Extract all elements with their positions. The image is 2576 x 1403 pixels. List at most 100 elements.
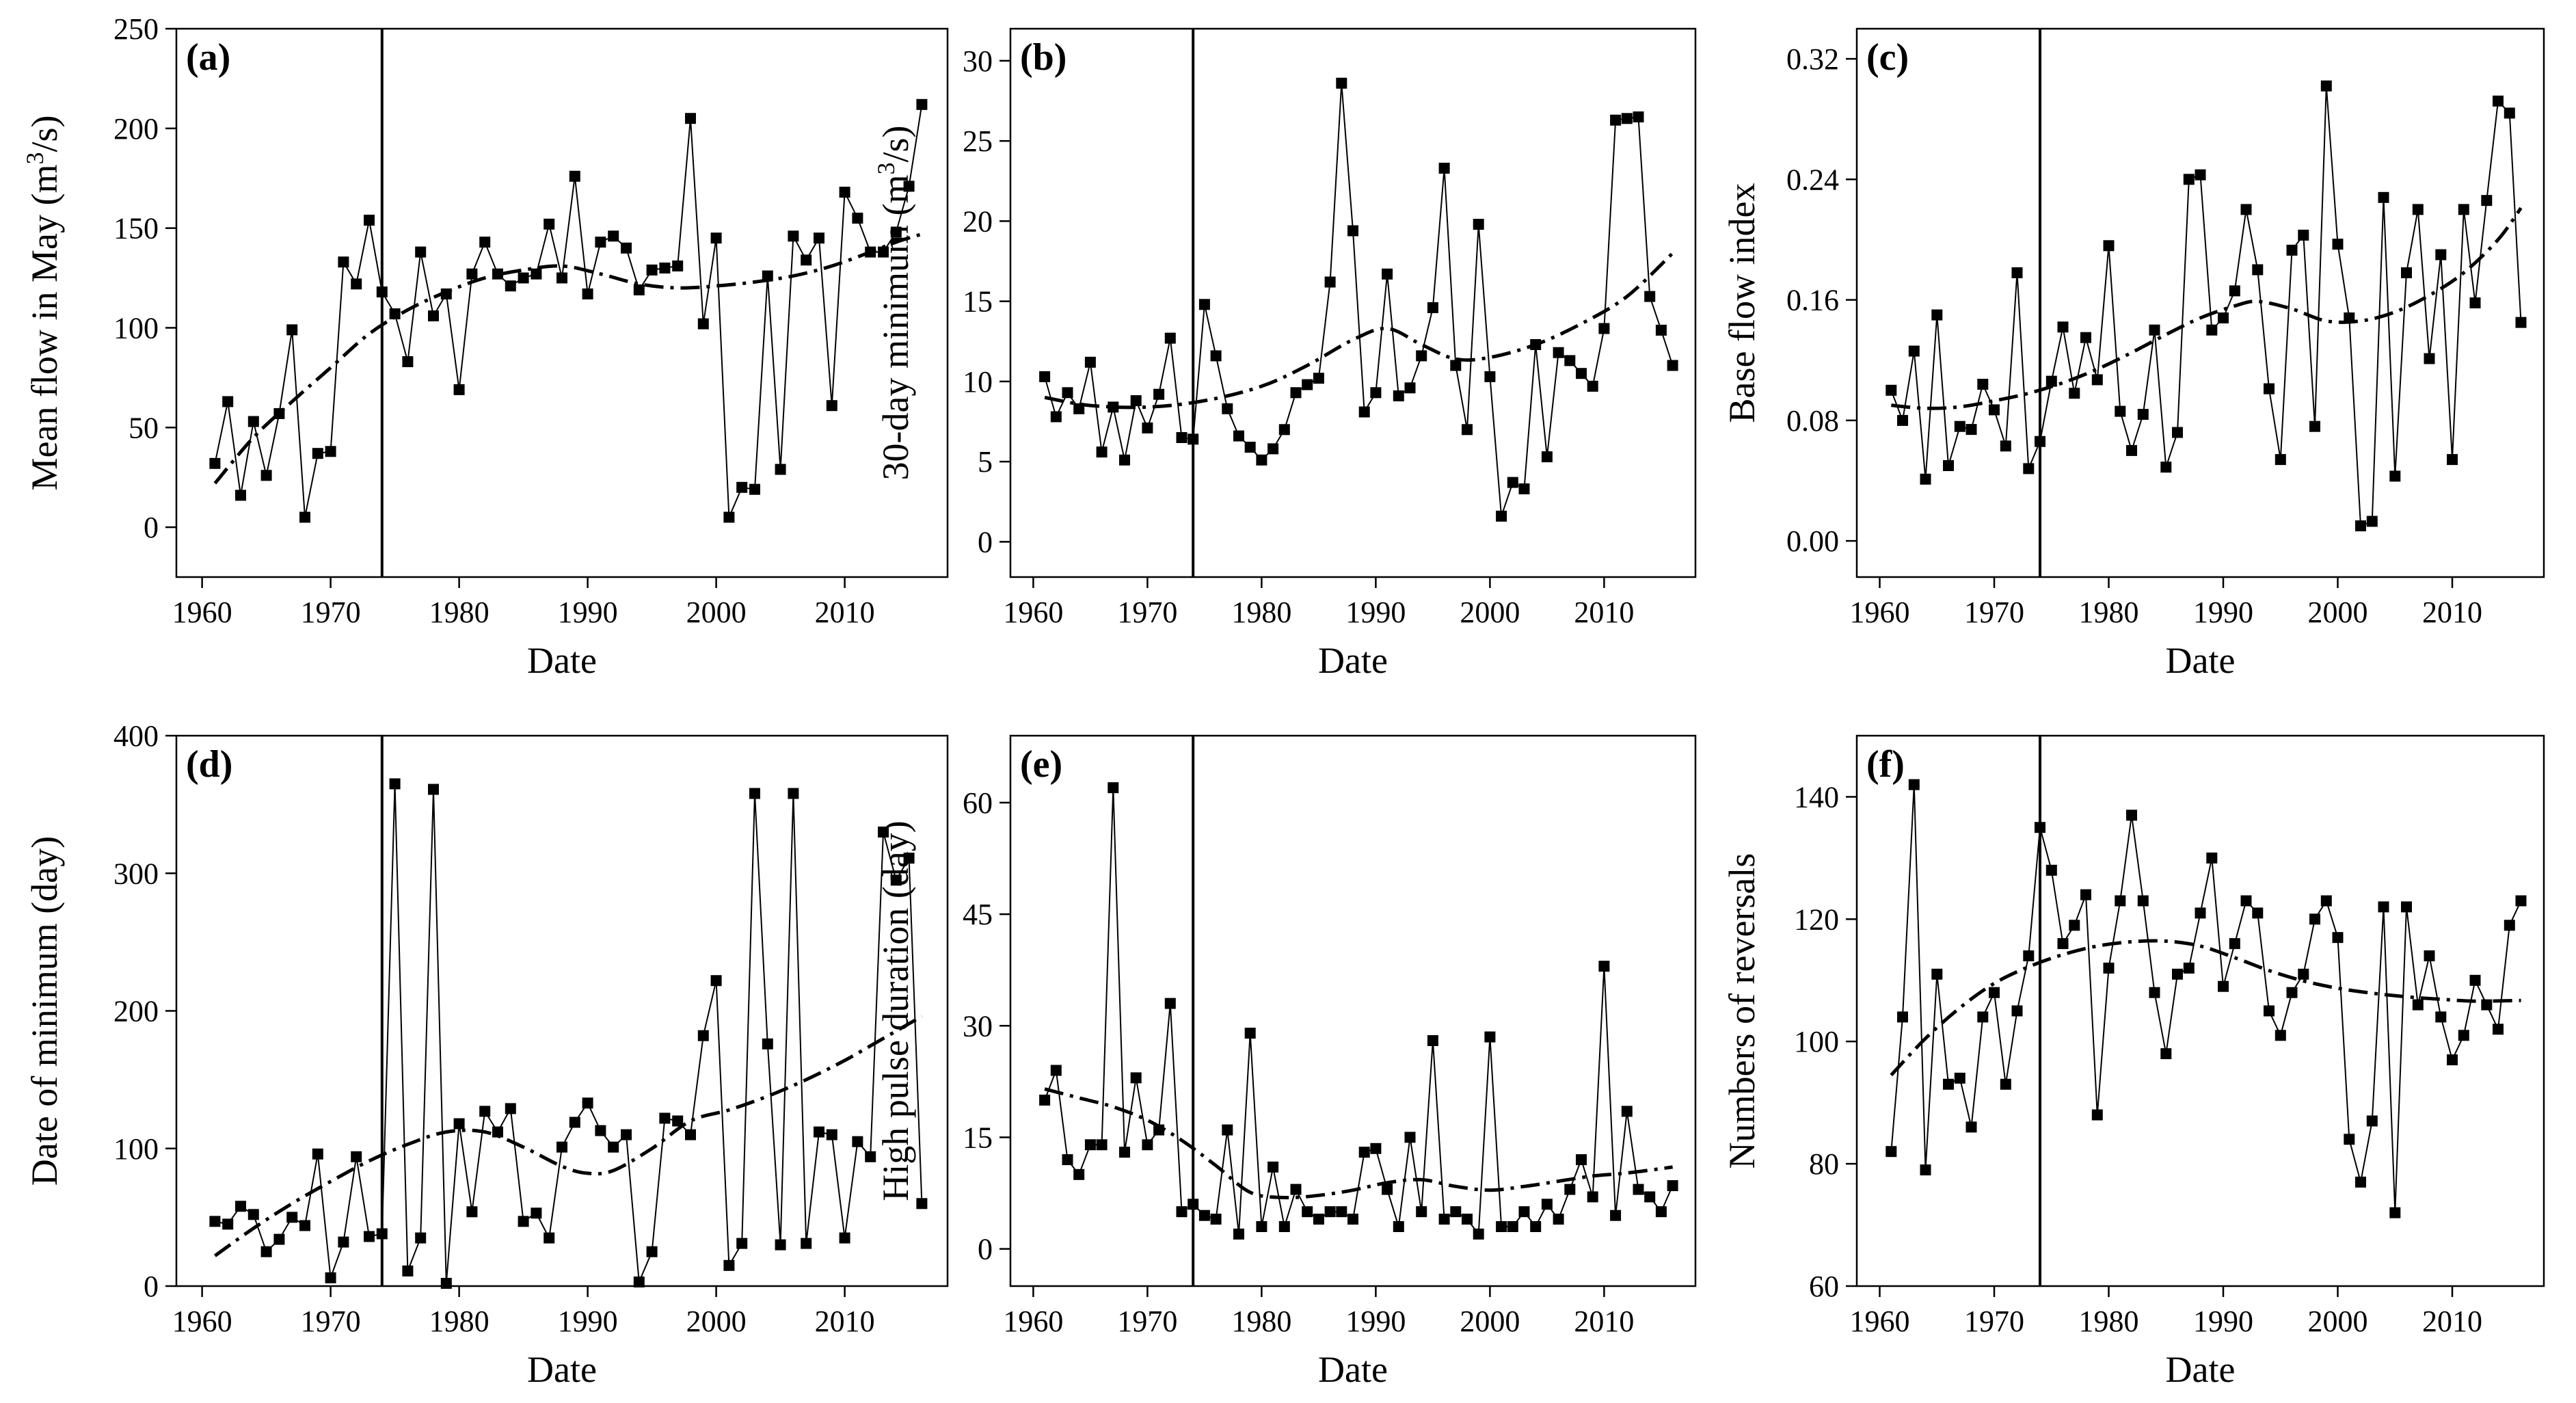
data-point <box>2091 374 2103 386</box>
data-point <box>351 1151 362 1162</box>
data-point <box>338 1236 349 1248</box>
data-point <box>260 1246 272 1257</box>
x-tick-label: 1970 <box>301 596 361 629</box>
data-point <box>710 975 722 987</box>
x-axis-title: Date <box>2166 640 2236 681</box>
data-point <box>2195 169 2206 181</box>
data-point <box>364 215 375 226</box>
data-point <box>247 1209 259 1220</box>
data-point <box>2264 383 2275 395</box>
x-tick-label: 1990 <box>558 596 618 629</box>
plot-frame <box>1855 27 2545 578</box>
y-tick-label: 0.32 <box>1786 42 1839 76</box>
data-point <box>453 1118 465 1130</box>
data-point <box>222 396 234 407</box>
data-point <box>672 260 684 271</box>
data-point <box>1462 1214 1473 1225</box>
series-line <box>215 784 923 1284</box>
x-axis-title: Date <box>527 640 597 681</box>
data-point <box>2286 987 2298 998</box>
data-point <box>1222 1124 1233 1136</box>
data-point <box>2126 444 2137 456</box>
panel-label: (f) <box>1866 743 1905 786</box>
y-axis-title: Base flow index <box>1721 183 1762 423</box>
data-point <box>1564 355 1576 366</box>
x-tick-label: 2010 <box>815 596 875 629</box>
data-point <box>2218 312 2229 323</box>
y-axis-title-main: Mean flow in May (m <box>24 165 65 491</box>
data-point <box>466 268 478 280</box>
data-point <box>2080 889 2091 900</box>
x-tick-label: 1960 <box>172 1305 232 1338</box>
data-point <box>852 213 863 224</box>
data-point <box>1507 1221 1518 1232</box>
series-line <box>1890 85 2522 527</box>
data-point <box>2023 950 2035 961</box>
data-point <box>1633 1184 1644 1195</box>
x-tick-label: 1960 <box>172 596 232 629</box>
data-point <box>1564 1184 1576 1195</box>
data-point <box>582 288 593 299</box>
data-point <box>2183 174 2195 185</box>
y-axis-title: Mean flow in May (m3/s) <box>21 116 65 491</box>
series-line <box>1044 788 1674 1236</box>
data-point <box>2298 968 2309 980</box>
y-axis-title-sup: 3 <box>21 152 49 165</box>
data-point <box>2424 353 2435 364</box>
y-tick-label: 45 <box>963 898 993 931</box>
data-point <box>1142 1139 1153 1151</box>
data-point <box>839 187 850 198</box>
plot-frame <box>175 27 949 578</box>
y-tick-label: 60 <box>963 786 993 820</box>
y-tick-label: 200 <box>113 112 159 146</box>
x-tick-label: 2010 <box>2422 1305 2482 1338</box>
data-point <box>2481 195 2493 206</box>
data-point <box>1233 1228 1244 1240</box>
data-point <box>2183 962 2195 974</box>
x-tick-label: 1960 <box>1003 596 1063 629</box>
data-point <box>325 446 336 457</box>
data-point <box>2023 463 2035 475</box>
y-tick-label: 15 <box>963 285 993 319</box>
data-point <box>2401 901 2412 913</box>
x-tick-label: 1980 <box>1231 1305 1291 1338</box>
x-tick-label: 1980 <box>2079 1305 2139 1338</box>
data-point <box>1393 1221 1404 1232</box>
data-point <box>1358 406 1370 418</box>
data-point <box>916 98 928 110</box>
data-point <box>1084 1139 1096 1151</box>
data-point <box>2412 999 2424 1011</box>
plot-frame <box>175 734 949 1287</box>
data-point <box>2229 938 2240 950</box>
data-point <box>814 232 824 244</box>
data-point <box>2344 1134 2355 1145</box>
data-point <box>1164 998 1176 1009</box>
data-point <box>569 1117 580 1128</box>
data-point <box>2160 1048 2172 1060</box>
data-point <box>1655 1206 1667 1218</box>
data-point <box>710 232 722 244</box>
data-point <box>1541 451 1553 463</box>
data-point <box>1598 961 1610 972</box>
data-point <box>1416 1206 1427 1218</box>
data-point <box>2172 968 2183 980</box>
y-tick-label: 80 <box>1809 1147 1839 1181</box>
data-point <box>2504 107 2515 119</box>
x-tick-label: 1970 <box>1964 596 2024 629</box>
panel-label: (e) <box>1020 743 1062 786</box>
data-point <box>1943 460 1954 471</box>
trend-line <box>1044 252 1674 410</box>
data-point <box>1598 323 1610 334</box>
data-point <box>916 1198 928 1210</box>
panel-b: (b) 1960 1970 1980 1990 2000 2010 0 5 10 15 20 25 30 D… <box>872 27 1697 681</box>
x-tick-label: 1970 <box>1117 1305 1177 1338</box>
data-point <box>2447 454 2458 466</box>
data-point <box>325 1272 336 1283</box>
data-point <box>312 1148 323 1160</box>
x-axis-title: Date <box>527 1349 597 1390</box>
data-point <box>2069 920 2080 931</box>
data-point <box>415 246 427 258</box>
data-point <box>2309 420 2320 432</box>
data-point <box>1644 291 1656 302</box>
data-point <box>389 778 401 790</box>
